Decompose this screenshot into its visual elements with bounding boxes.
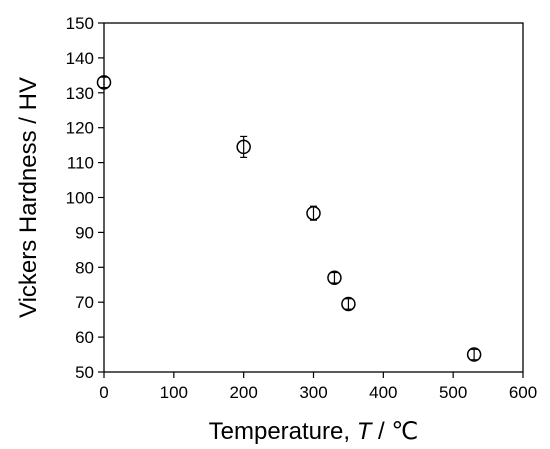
data-point — [306, 205, 321, 221]
x-tick-label: 400 — [369, 383, 397, 402]
data-point — [96, 75, 112, 90]
data-point — [466, 347, 482, 362]
data-point — [341, 296, 356, 312]
ticks-layer: 0 100 200 300 400 500 600 50 60 70 80 90 100 110 120 13… — [66, 14, 538, 402]
y-tick-label: 90 — [75, 223, 94, 242]
y-tick-label: 60 — [75, 328, 94, 347]
points-layer — [96, 75, 482, 362]
x-tick-label: 300 — [299, 383, 327, 402]
x-axis-title-prefix: Temperature, — [209, 418, 357, 445]
y-tick-label: 120 — [66, 119, 94, 138]
x-tick-label: 500 — [439, 383, 467, 402]
data-point — [327, 270, 342, 286]
x-axis-title: Temperature, T / ℃ — [209, 418, 419, 445]
plot-frame — [103, 22, 524, 373]
x-axis-title-symbol: T — [357, 418, 374, 445]
y-tick-label: 130 — [66, 84, 94, 103]
x-axis-title-suffix: / ℃ — [371, 418, 418, 445]
x-tick-label: 0 — [99, 383, 108, 402]
x-tick-label: 600 — [509, 383, 537, 402]
y-tick-label: 140 — [66, 49, 94, 68]
x-tick-label: 100 — [160, 383, 188, 402]
y-tick-label: 150 — [66, 14, 94, 33]
y-tick-label: 80 — [75, 258, 94, 277]
y-tick-label: 110 — [67, 154, 94, 173]
data-point — [236, 139, 251, 155]
y-axis-title: Vickers Hardness / HV — [15, 77, 42, 318]
y-tick-label: 100 — [66, 189, 94, 208]
y-tick-label: 70 — [75, 293, 94, 312]
x-tick-label: 200 — [229, 383, 257, 402]
y-tick-label: 50 — [75, 363, 94, 382]
